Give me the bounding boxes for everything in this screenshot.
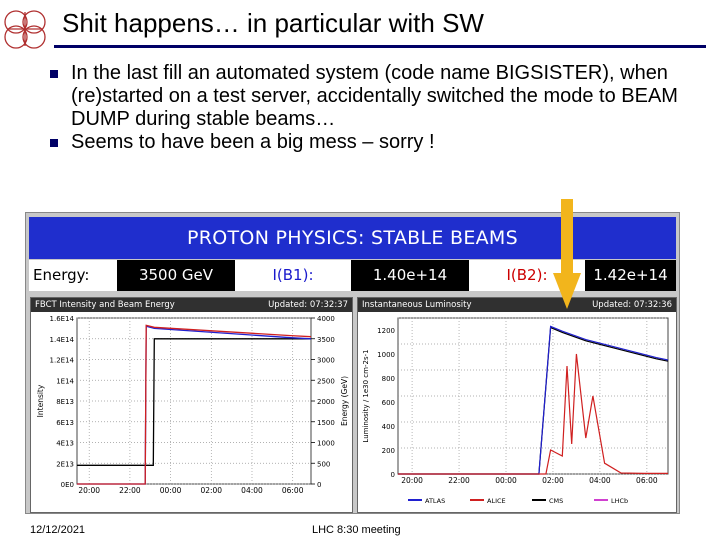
y-tick-label: 1200: [377, 327, 395, 335]
y-right-tick-label: 0: [317, 481, 321, 489]
beam1-intensity-value: 1.40e+14: [351, 260, 469, 291]
legend-label: LHCb: [611, 497, 628, 505]
beam1-intensity-label: I(B1):: [235, 260, 351, 291]
x-tick-label: 00:00: [495, 476, 517, 485]
x-tick-label: 22:00: [448, 476, 470, 485]
energy-label: Energy:: [33, 260, 117, 291]
pointer-arrow-icon: [553, 199, 581, 309]
x-tick-label: 00:00: [160, 486, 182, 495]
y-tick-label: 2E13: [56, 460, 74, 468]
x-tick-label: 06:00: [636, 476, 658, 485]
beam2-intensity-value: 1.42e+14: [585, 260, 676, 291]
footer-date: 12/12/2021: [30, 524, 86, 536]
chart-title: FBCT Intensity and Beam Energy: [35, 300, 175, 310]
bullet-item: In the last fill an automated system (co…: [50, 62, 690, 131]
y-tick-label: 400: [382, 423, 395, 431]
y-tick-label: 1E14: [56, 377, 74, 385]
x-tick-label: 04:00: [241, 486, 263, 495]
series-line: [398, 325, 669, 475]
title-underline: [54, 45, 706, 48]
chart-header: Instantaneous Luminosity Updated: 07:32:…: [358, 298, 676, 312]
chart-updated: Updated: 07:32:37: [268, 300, 348, 310]
y-tick-label: 1.2E14: [50, 357, 75, 365]
bullet-list: In the last fill an automated system (co…: [50, 62, 690, 154]
x-tick-label: 02:00: [200, 486, 222, 495]
y-tick-label: 8E13: [56, 398, 74, 406]
y-right-axis-label: Energy (GeV): [340, 376, 349, 426]
y-tick-label: 800: [382, 375, 395, 383]
x-tick-label: 04:00: [589, 476, 611, 485]
slide-title: Shit happens… in particular with SW: [62, 8, 484, 38]
bullet-text: Seems to have been a big mess – sorry !: [71, 131, 435, 153]
series-line: [77, 338, 311, 466]
series-line: [398, 353, 668, 475]
y-right-tick-label: 2500: [317, 377, 335, 385]
legend-label: CMS: [549, 497, 563, 505]
y-tick-label: 200: [382, 447, 395, 455]
lhc-page1-panel: PROTON PHYSICS: STABLE BEAMS Energy: 350…: [25, 212, 680, 514]
y-tick-label: 1000: [377, 351, 395, 359]
intensity-energy-plot: 20:00 22:00 00:00 02:00 04:00 06:00 0E0 2E13 4E1…: [36, 315, 349, 495]
bullet-text: In the last fill an automated system (co…: [71, 62, 678, 130]
y-right-tick-label: 500: [317, 460, 330, 468]
series-line: [77, 324, 312, 485]
luminosity-plot: 20:00 22:00 00:00 02:00 04:00 06:00 0 200 400 600…: [360, 317, 674, 506]
y-axis-label: Intensity: [36, 384, 45, 417]
cern-logo-icon: [4, 10, 46, 49]
y-tick-label: 4E13: [56, 440, 74, 448]
bullet-square-icon: [50, 70, 58, 78]
chart-title: Instantaneous Luminosity: [362, 300, 472, 310]
y-right-tick-label: 2000: [317, 398, 335, 406]
chart-updated: Updated: 07:32:36: [592, 300, 672, 310]
y-tick-label: 1.6E14: [50, 315, 75, 323]
x-tick-label: 22:00: [119, 486, 141, 495]
x-tick-label: 20:00: [78, 486, 100, 495]
y-right-tick-label: 3000: [317, 357, 335, 365]
luminosity-chart: Instantaneous Luminosity Updated: 07:32:…: [357, 297, 677, 513]
y-right-tick-label: 1000: [317, 440, 335, 448]
y-right-tick-label: 4000: [317, 315, 335, 323]
y-right-tick-label: 1500: [317, 419, 335, 427]
legend-label: ATLAS: [425, 497, 445, 505]
x-tick-label: 06:00: [282, 486, 304, 495]
footer-meeting: LHC 8:30 meeting: [312, 524, 401, 536]
x-tick-label: 20:00: [401, 476, 423, 485]
bullet-square-icon: [50, 139, 58, 147]
energy-value: 3500 GeV: [117, 260, 235, 291]
y-axis-label: Luminosity / 1e30 cm-2s-1: [362, 349, 370, 442]
x-tick-label: 02:00: [542, 476, 564, 485]
y-right-tick-label: 3500: [317, 336, 335, 344]
y-tick-label: 0: [391, 471, 395, 479]
legend-box: [360, 494, 674, 506]
intensity-energy-chart: FBCT Intensity and Beam Energy Updated: …: [30, 297, 353, 513]
bullet-item: Seems to have been a big mess – sorry !: [50, 131, 690, 154]
y-tick-label: 600: [382, 399, 395, 407]
y-tick-label: 6E13: [56, 419, 74, 427]
chart-header: FBCT Intensity and Beam Energy Updated: …: [31, 298, 352, 312]
y-tick-label: 0E0: [61, 481, 74, 489]
legend-label: ALICE: [487, 497, 506, 505]
y-tick-label: 1.4E14: [50, 336, 75, 344]
